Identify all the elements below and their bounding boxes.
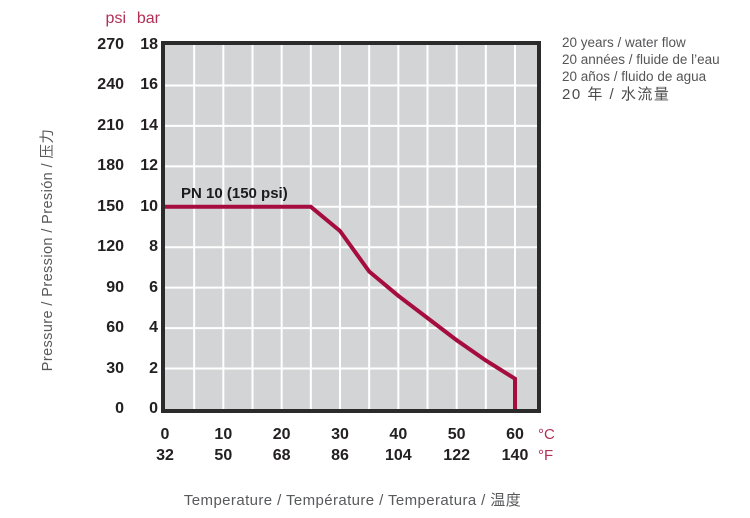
y-tick-psi: 240 (97, 76, 124, 94)
y-tick-psi: 60 (106, 319, 124, 337)
x-tick-celsius: 20 (272, 426, 291, 443)
x-tick-fahrenheit: 86 (331, 447, 349, 464)
y-tick-bar: 2 (149, 359, 158, 377)
celsius-unit-label: °C (538, 426, 555, 443)
y-tick-psi: 180 (97, 157, 124, 175)
x-tick-fahrenheit: 50 (214, 447, 233, 464)
x-tick-fahrenheit: 140 (501, 447, 529, 464)
y-tick-psi: 90 (106, 278, 124, 296)
bar-tick-labels: 18 16 14 12 10 8 6 4 2 0 (98, 36, 158, 417)
bar-unit-label: bar (136, 10, 160, 27)
x-tick-fahrenheit: 104 (384, 447, 412, 464)
x-tick-fahrenheit: 122 (443, 447, 470, 464)
x-axis-title: Temperature / Température / Temperatura … (183, 492, 522, 509)
derating-curve (165, 204, 517, 409)
x-tick-celsius: 0 (160, 426, 170, 443)
y-tick-bar: 4 (149, 319, 158, 337)
fahrenheit-unit-label: °F (538, 447, 554, 464)
y-tick-psi: 30 (106, 359, 124, 377)
y-tick-psi: 150 (97, 197, 124, 215)
plot-area: PN 10 (150 psi) (161, 41, 541, 413)
legend-line: 20 年 / 水流量 (562, 86, 671, 103)
y-tick-psi: 0 (115, 400, 124, 417)
pn-rating-annotation: PN 10 (150 psi) (181, 185, 288, 202)
legend: 20 years / water flow 20 années / fluide … (562, 34, 748, 103)
fahrenheit-tick-labels: 32 50 68 86 104 122 140 (156, 447, 537, 465)
legend-line: 20 years / water flow (562, 35, 686, 50)
y-tick-bar: 12 (140, 157, 158, 175)
x-tick-celsius: 40 (389, 426, 408, 443)
y-tick-bar: 14 (140, 116, 158, 134)
y-tick-psi: 120 (97, 238, 124, 256)
x-tick-fahrenheit: 68 (272, 447, 291, 464)
x-tick-celsius: 30 (331, 426, 349, 443)
celsius-tick-labels: 0 10 20 30 40 50 60 (161, 426, 537, 444)
y-tick-bar: 18 (140, 36, 158, 53)
x-tick-celsius: 60 (506, 426, 524, 443)
psi-tick-labels: 270 240 210 180 150 120 90 60 30 0 (60, 36, 124, 417)
y-tick-bar: 10 (140, 197, 158, 215)
y-tick-bar: 8 (149, 238, 158, 256)
x-tick-celsius: 10 (214, 426, 233, 443)
psi-unit-label: psi (105, 10, 126, 27)
y-axis-title: Pressure / Pression / Presión / 压力 (40, 128, 56, 372)
x-tick-celsius: 50 (447, 426, 466, 443)
legend-line: 20 années / fluide de l’eau (562, 52, 720, 67)
x-tick-fahrenheit: 32 (156, 447, 174, 464)
y-tick-bar: 6 (149, 278, 158, 296)
y-tick-psi: 270 (97, 36, 124, 53)
y-tick-bar: 0 (149, 400, 158, 417)
y-tick-psi: 210 (97, 116, 124, 134)
legend-line: 20 años / fluido de agua (562, 69, 707, 84)
derating-curve-chart (165, 45, 537, 409)
y-tick-bar: 16 (140, 76, 158, 94)
